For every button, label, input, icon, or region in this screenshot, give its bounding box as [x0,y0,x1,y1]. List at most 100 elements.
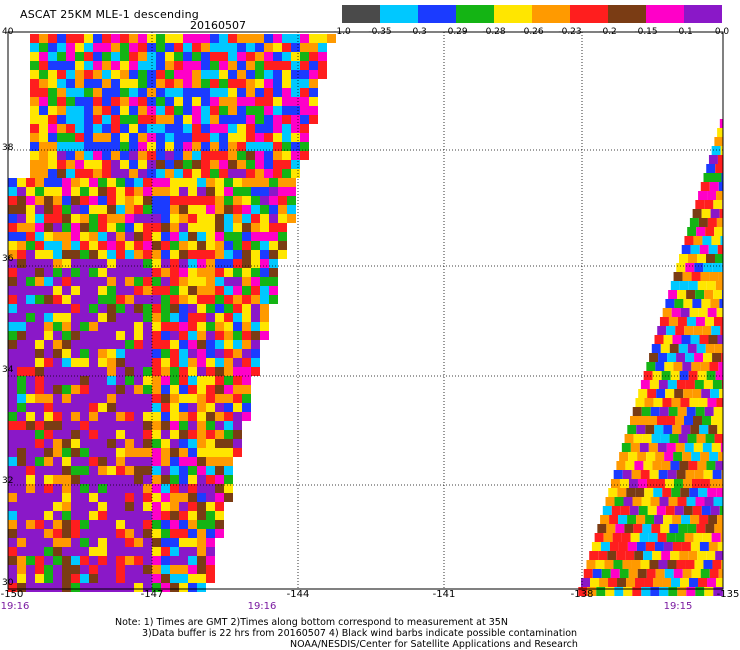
swath-cell [685,353,695,362]
pass-time-2: 19:16 [247,601,277,612]
swath-cell [682,362,692,371]
swath-cell [48,79,57,88]
swath-cell [251,340,260,349]
swath-cell [17,376,26,385]
swath-cell [694,560,704,569]
swath-cell [676,470,686,479]
swath-cell [224,277,233,286]
swath-cell [120,97,129,106]
swath-cell [622,560,632,569]
swath-cell [197,511,206,520]
swath-cell [165,106,174,115]
swath-cell [273,79,282,88]
swath-cell [237,124,246,133]
swath-cell [219,97,228,106]
color-scale-swatch [684,5,722,23]
swath-cell [17,430,26,439]
swath-cell [228,169,237,178]
swath-cell [143,196,152,205]
swath-cell [143,214,152,223]
swath-cell [662,398,672,407]
swath-cell [716,488,723,497]
swath-cell [715,164,723,173]
swath-cell [224,196,233,205]
swath-cell [673,479,683,488]
swath-cell [26,331,35,340]
swath-cell [143,187,152,196]
swath-cell [228,160,237,169]
swath-cell [623,587,633,596]
swath-cell [39,133,48,142]
swath-cell [89,178,98,187]
swath-cell [26,367,35,376]
swath-cell [300,88,309,97]
swath-cell [80,205,89,214]
swath-cell [699,245,709,254]
swath-cell [246,133,255,142]
swath-cell [152,304,161,313]
swath-cell [134,466,143,475]
color-scale-swatch [532,5,570,23]
swath-cell [98,529,107,538]
swath-cell [152,583,161,592]
swath-cell [219,133,228,142]
swath-cell [107,277,116,286]
swath-cell [80,448,89,457]
swath-cell [44,529,53,538]
swath-cell [170,556,179,565]
swath-cell [161,250,170,259]
swath-cell [53,349,62,358]
swath-cell [165,79,174,88]
swath-cell [630,443,640,452]
swath-cell [98,520,107,529]
swath-cell [116,520,125,529]
swath-cell [75,160,84,169]
swath-cell [224,214,233,223]
swath-cell [152,214,161,223]
swath-cell [89,493,98,502]
swath-cell [156,79,165,88]
swath-cell [48,160,57,169]
swath-cell [57,34,66,43]
swath-cell [581,578,591,587]
swath-cell [179,457,188,466]
swath-cell [718,479,723,488]
swath-cell [683,389,693,398]
swath-cell [125,439,134,448]
swath-cell [707,578,717,587]
swath-cell [53,223,62,232]
swath-cell [152,385,161,394]
swath-cell [134,376,143,385]
swath-cell [215,196,224,205]
swath-cell [672,542,682,551]
swath-cell [192,142,201,151]
swath-cell [327,34,336,43]
swath-cell [138,124,147,133]
swath-cell [668,407,678,416]
swath-cell [700,182,710,191]
swath-cell [62,196,71,205]
swath-cell [138,52,147,61]
swath-cell [75,133,84,142]
swath-cell [71,277,80,286]
swath-cell [718,452,723,461]
swath-cell [98,241,107,250]
swath-cell [183,124,192,133]
swath-cell [623,497,633,506]
swath-cell [679,281,689,290]
swath-cell [720,236,723,245]
swath-cell [89,484,98,493]
swath-cell [233,412,242,421]
swath-cell [48,115,57,124]
footnote-line-2: 3)Data buffer is 22 hrs from 20160507 4)… [142,628,578,639]
swath-cell [233,223,242,232]
swath-cell [26,529,35,538]
swath-cell [215,286,224,295]
swath-cell [80,520,89,529]
swath-cell [107,502,116,511]
swath-cell [636,542,646,551]
swath-cell [26,484,35,493]
swath-cell [242,313,251,322]
swath-cell [26,403,35,412]
swath-cell [255,133,264,142]
